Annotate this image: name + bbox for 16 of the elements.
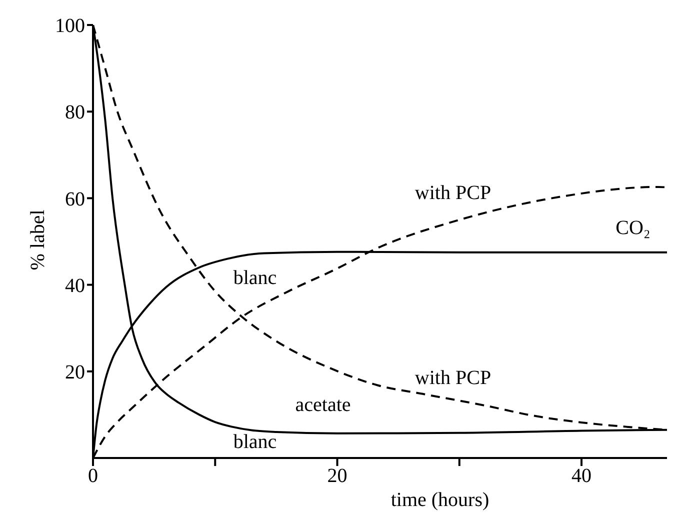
y-axis-title: % label <box>27 210 49 270</box>
annotation: blanc <box>233 267 277 289</box>
annotation: with PCP <box>414 367 492 389</box>
annotation: acetate <box>295 394 351 416</box>
y-tick-label: 20 <box>65 362 85 384</box>
x-tick-label: 20 <box>327 465 348 488</box>
annotation: blanc <box>233 431 277 453</box>
y-tick-label: 100 <box>55 15 85 38</box>
x-axis-title: time (hours) <box>390 489 490 511</box>
y-tick-label: 40 <box>65 274 85 297</box>
y-tick-label: 60 <box>65 188 85 210</box>
annotation: CO₂ <box>616 217 650 239</box>
annotation: with PCP <box>414 182 492 204</box>
x-tick-label: 0 <box>88 465 98 488</box>
y-tick-label: 80 <box>65 102 85 124</box>
x-tick-label: 40 <box>572 465 592 488</box>
